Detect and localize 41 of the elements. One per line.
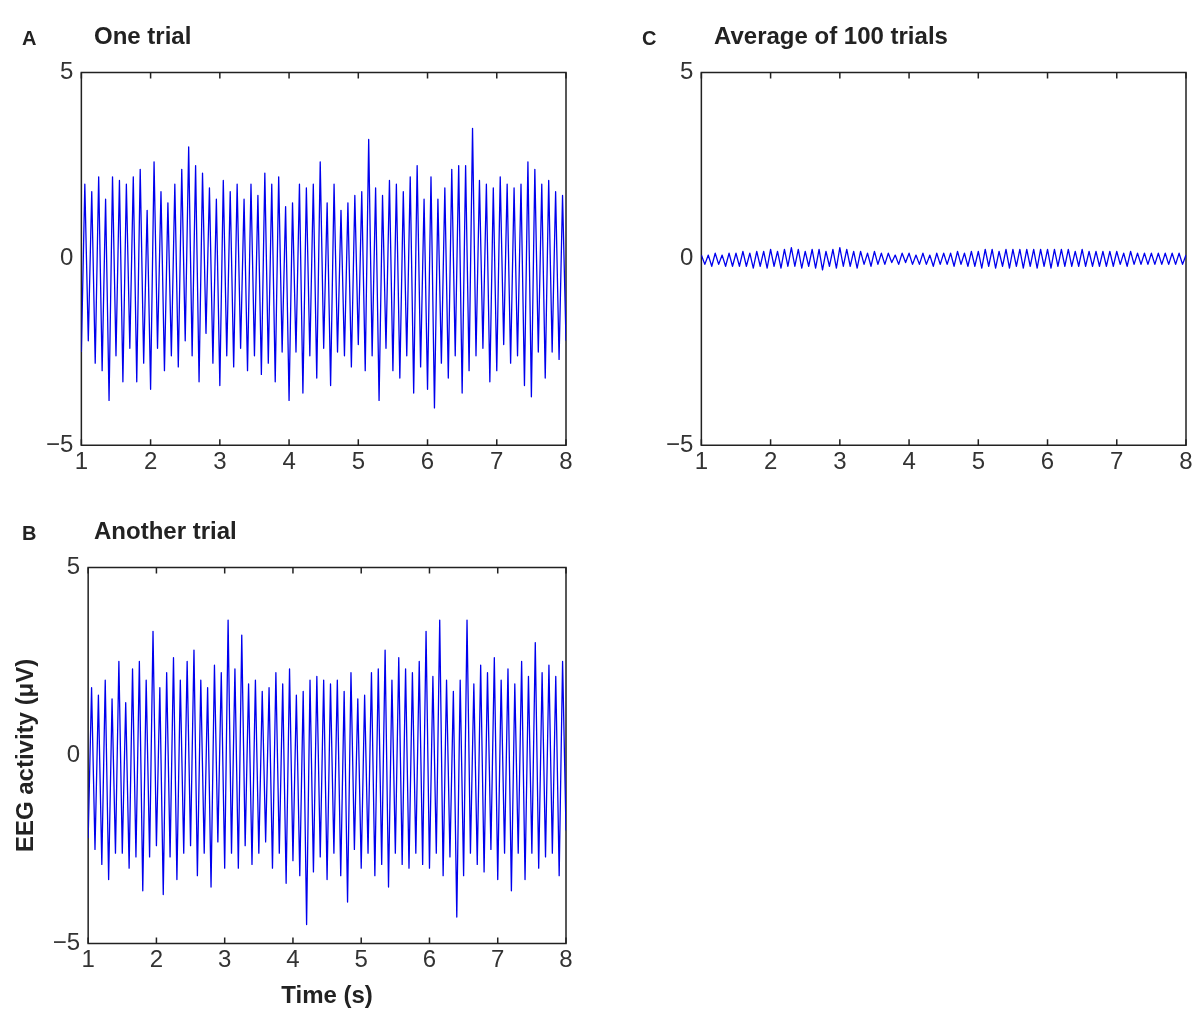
x-tick-label: 5 <box>971 447 985 475</box>
x-tick-label: 3 <box>213 447 227 475</box>
x-tick-label: 5 <box>354 945 368 973</box>
y-axis-title: EEG activity (μV) <box>11 658 39 853</box>
y-tick-label: 0 <box>60 243 74 271</box>
y-tick-label: 0 <box>66 740 81 768</box>
x-tick-label: 8 <box>559 447 573 475</box>
x-tick-label: 4 <box>282 447 296 475</box>
x-tick-label: 8 <box>559 945 573 973</box>
x-tick-label: 2 <box>149 945 164 973</box>
y-tick-label: 5 <box>66 552 81 580</box>
x-axis-title: Time (s) <box>281 981 373 1009</box>
x-tick-label: 2 <box>143 447 158 475</box>
text: A <box>22 27 38 50</box>
text: C <box>642 27 658 50</box>
y-tick-label: −5 <box>45 429 74 457</box>
x-tick-label: 3 <box>218 945 232 973</box>
chart-title: Another trial <box>94 517 237 545</box>
x-tick-label: 6 <box>1040 447 1055 475</box>
y-tick-label: 5 <box>60 57 74 85</box>
x-tick-label: 6 <box>422 945 437 973</box>
x-tick-label: 4 <box>902 447 916 475</box>
x-tick-label: 7 <box>1110 447 1124 475</box>
x-tick-label: 1 <box>74 447 89 475</box>
x-tick-label: 8 <box>1179 447 1193 475</box>
x-tick-label: 1 <box>81 945 95 973</box>
x-tick-label: 4 <box>286 945 300 973</box>
text: B <box>22 522 38 545</box>
x-tick-label: 7 <box>491 945 505 973</box>
chart-title: Average of 100 trials <box>714 22 948 50</box>
x-tick-label: 7 <box>490 447 504 475</box>
x-tick-label: 6 <box>420 447 435 475</box>
x-tick-label: 2 <box>763 447 778 475</box>
y-tick-label: −5 <box>665 429 694 457</box>
x-tick-label: 1 <box>694 447 709 475</box>
chart-title: One trial <box>94 22 192 50</box>
x-tick-label: 3 <box>833 447 847 475</box>
y-tick-label: −5 <box>52 928 81 956</box>
y-tick-label: 0 <box>680 243 694 271</box>
y-tick-label: 5 <box>680 57 694 85</box>
x-tick-label: 5 <box>351 447 365 475</box>
